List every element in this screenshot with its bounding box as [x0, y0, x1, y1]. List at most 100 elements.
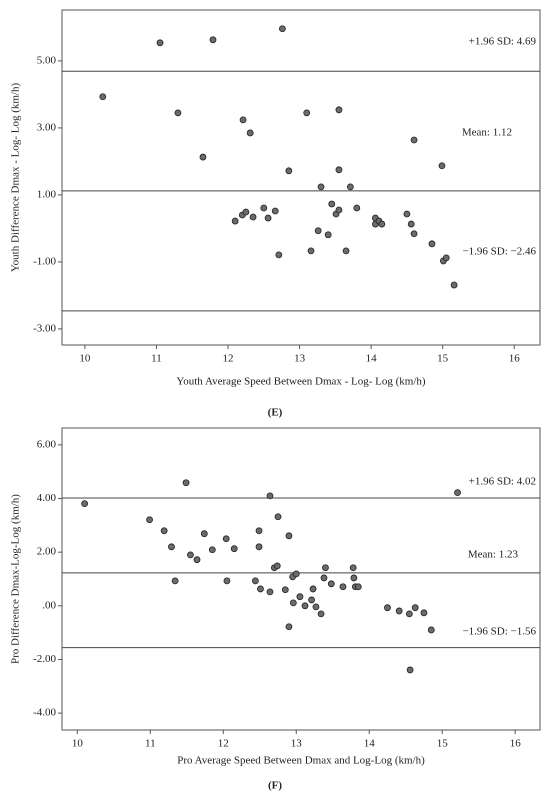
data-point	[405, 610, 413, 618]
reference-label: −1.96 SD: −1.56	[462, 626, 536, 638]
data-point	[246, 129, 254, 137]
reference-label: Mean: 1.23	[468, 549, 519, 561]
data-point	[193, 556, 201, 564]
data-point	[200, 530, 208, 538]
data-point	[327, 580, 335, 588]
x-tick-label: 13	[291, 738, 303, 750]
x-tick-label: 10	[72, 738, 84, 750]
data-point	[317, 610, 325, 618]
y-tick-label: 3.00	[37, 121, 57, 133]
data-point	[251, 577, 259, 585]
data-point	[428, 240, 436, 248]
data-point	[320, 574, 328, 582]
data-point	[395, 607, 403, 615]
data-point	[222, 535, 230, 543]
data-point	[242, 208, 250, 216]
data-point	[264, 214, 272, 222]
data-point	[168, 543, 175, 551]
data-point	[322, 564, 329, 572]
data-point	[328, 200, 336, 208]
data-point	[231, 217, 239, 225]
data-point	[342, 247, 350, 255]
data-point	[317, 183, 325, 191]
data-point	[99, 93, 107, 101]
y-tick-label: -3.00	[33, 322, 56, 334]
data-point	[285, 167, 293, 175]
data-point	[350, 574, 358, 582]
panel-label: (E)	[268, 407, 283, 419]
data-point	[335, 106, 343, 114]
data-point	[209, 36, 217, 44]
y-tick-label: 1.00	[37, 188, 57, 200]
x-tick-label: 10	[79, 353, 91, 365]
x-tick-label: 15	[437, 738, 449, 750]
data-point	[308, 596, 315, 604]
data-point	[307, 247, 315, 255]
data-point	[353, 204, 361, 212]
data-point	[160, 527, 168, 535]
data-point	[174, 109, 182, 117]
data-point	[285, 532, 293, 540]
data-point	[223, 577, 231, 585]
data-point	[339, 583, 347, 591]
plot-frame	[61, 9, 541, 346]
data-point	[271, 207, 279, 215]
data-point	[255, 527, 263, 535]
data-point	[410, 230, 418, 238]
x-axis-label: Pro Average Speed Between Dmax and Log-L…	[177, 755, 425, 767]
data-point	[208, 546, 216, 554]
y-axis-label: Pro Difference Dmax-Log-Log (km/h)	[10, 494, 22, 664]
data-point	[255, 543, 263, 551]
data-point	[354, 583, 362, 591]
y-tick-label: -4.00	[33, 707, 56, 719]
data-point	[427, 626, 435, 634]
data-point	[403, 210, 411, 218]
data-point	[314, 227, 322, 235]
data-point	[182, 479, 190, 487]
x-axis-label: Youth Average Speed Between Dmax - Log- …	[176, 376, 426, 388]
data-point	[406, 666, 414, 674]
data-point	[273, 562, 281, 570]
x-tick-label: 15	[437, 353, 449, 365]
data-point	[281, 586, 289, 594]
data-point	[296, 593, 304, 601]
y-tick-label: -1.00	[33, 255, 56, 267]
data-point	[438, 162, 446, 170]
data-point	[199, 153, 207, 161]
y-tick-label: -2.00	[33, 653, 56, 665]
data-point	[260, 204, 268, 212]
x-tick-label: 16	[509, 353, 521, 365]
data-point	[289, 599, 297, 607]
reference-label: −1.96 SD: −2.46	[462, 246, 536, 258]
x-tick-label: 13	[294, 353, 306, 365]
data-point	[450, 281, 458, 289]
data-point	[312, 603, 320, 611]
data-point	[378, 220, 386, 228]
data-point	[411, 604, 419, 612]
data-point	[420, 609, 428, 617]
data-point	[335, 166, 343, 174]
data-point	[230, 545, 238, 553]
x-tick-label: 11	[145, 738, 156, 750]
data-point	[292, 570, 300, 578]
x-tick-label: 16	[510, 738, 522, 750]
y-axis-label: Youth Difference Dmax - Log- Log (km/h)	[10, 83, 22, 273]
data-point	[187, 551, 194, 559]
y-tick-label: 2.00	[37, 546, 57, 558]
data-point	[146, 516, 153, 524]
data-point	[384, 604, 391, 612]
data-point	[239, 116, 247, 124]
y-tick-label: 4.00	[37, 492, 57, 504]
y-tick-label: 6.00	[37, 438, 57, 450]
data-point	[335, 206, 343, 214]
data-point	[81, 500, 89, 508]
data-point	[275, 251, 283, 259]
plot-frame	[61, 427, 541, 731]
data-point	[324, 231, 332, 239]
data-point	[278, 25, 286, 33]
data-point	[171, 577, 179, 585]
data-point	[274, 513, 282, 521]
panel-label: (F)	[268, 780, 282, 791]
data-point	[407, 220, 415, 228]
